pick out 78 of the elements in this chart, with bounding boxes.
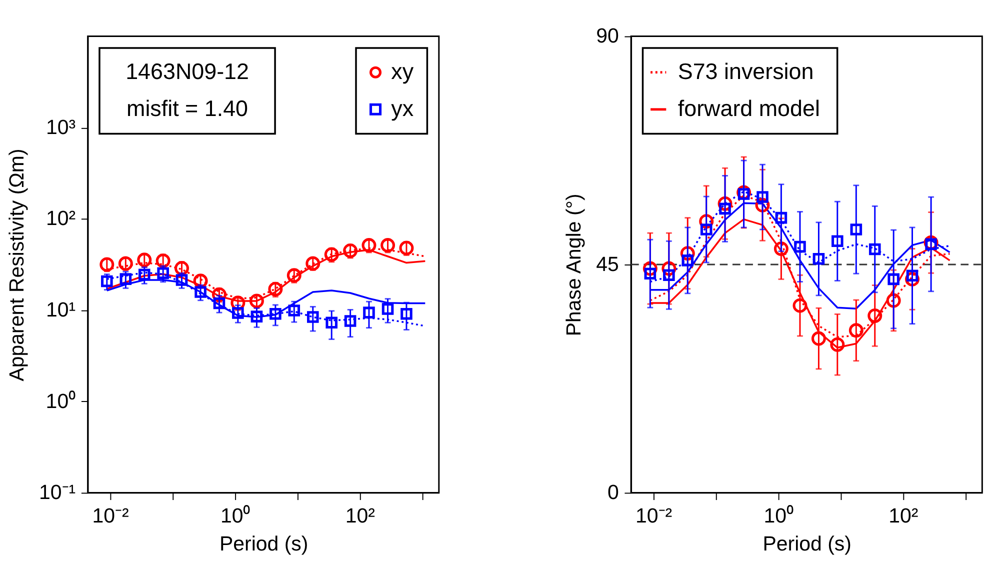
point: [306, 311, 319, 323]
point: [362, 238, 376, 253]
y-tick-label: 0: [607, 481, 619, 504]
point: [380, 238, 396, 253]
point: [700, 224, 712, 236]
x-axis-title: Period (s): [762, 532, 852, 556]
point: [794, 240, 806, 253]
point: [157, 267, 169, 280]
point: [774, 242, 788, 256]
point: [886, 293, 901, 308]
point: [382, 303, 394, 315]
annotation: 1463N09-12: [126, 59, 249, 84]
x-tick-label: 10⁻²: [92, 504, 129, 528]
annotation: misfit = 1.40: [126, 96, 248, 122]
point: [138, 268, 150, 280]
point: [719, 202, 731, 215]
point: [101, 275, 113, 288]
point: [100, 257, 114, 272]
point: [249, 294, 264, 308]
point: [344, 315, 356, 327]
point: [812, 253, 825, 265]
point: [286, 268, 302, 283]
legend-label: forward model: [678, 96, 820, 122]
y-tick-label: 10¹: [46, 298, 76, 322]
legend-label: yx: [391, 96, 414, 122]
y-tick-label: 10²: [46, 207, 76, 230]
point: [324, 247, 339, 262]
point: [756, 191, 768, 203]
point: [268, 282, 283, 296]
point: [363, 306, 375, 318]
x-tick-label: 10²: [345, 504, 376, 528]
point: [156, 254, 170, 268]
point: [176, 274, 188, 286]
point: [888, 273, 900, 286]
point: [250, 310, 263, 322]
point: [792, 298, 808, 313]
point: [682, 254, 694, 266]
y-tick-label: 10³: [46, 116, 76, 139]
point: [738, 188, 750, 200]
point: [343, 244, 358, 258]
legend-label: S73 inversion: [678, 59, 814, 84]
point: [775, 212, 788, 224]
point: [306, 256, 320, 271]
point: [850, 224, 862, 236]
point: [399, 240, 414, 256]
point: [270, 308, 282, 320]
point: [644, 268, 656, 280]
point: [925, 238, 937, 250]
x-tick-label: 10⁻²: [635, 504, 672, 528]
point: [118, 256, 133, 271]
point: [120, 273, 132, 285]
y-axis-title: Apparent Resistivity (Ωm): [6, 148, 29, 382]
point: [194, 286, 206, 298]
point: [213, 297, 226, 310]
point: [663, 269, 675, 282]
y-tick-label: 10⁻¹: [38, 481, 76, 504]
x-axis-title: Period (s): [219, 532, 308, 556]
y-tick-label: 10⁰: [46, 390, 76, 413]
point: [811, 331, 826, 346]
point: [400, 308, 412, 320]
x-tick-label: 10²: [888, 504, 918, 528]
point: [906, 270, 918, 282]
point: [832, 235, 844, 248]
point: [868, 308, 882, 323]
point: [848, 323, 864, 338]
y-tick-label: 45: [596, 252, 619, 276]
y-tick-label: 90: [596, 24, 619, 48]
point: [174, 260, 189, 276]
point: [868, 243, 881, 256]
point: [288, 304, 300, 316]
point: [326, 316, 338, 328]
x-tick-label: 10⁰: [764, 504, 794, 528]
legend-label: xy: [391, 59, 414, 84]
point: [232, 307, 244, 319]
x-tick-label: 10⁰: [220, 504, 250, 528]
y-axis-title: Phase Angle (°): [562, 194, 586, 336]
point: [137, 252, 152, 268]
point: [830, 337, 845, 352]
